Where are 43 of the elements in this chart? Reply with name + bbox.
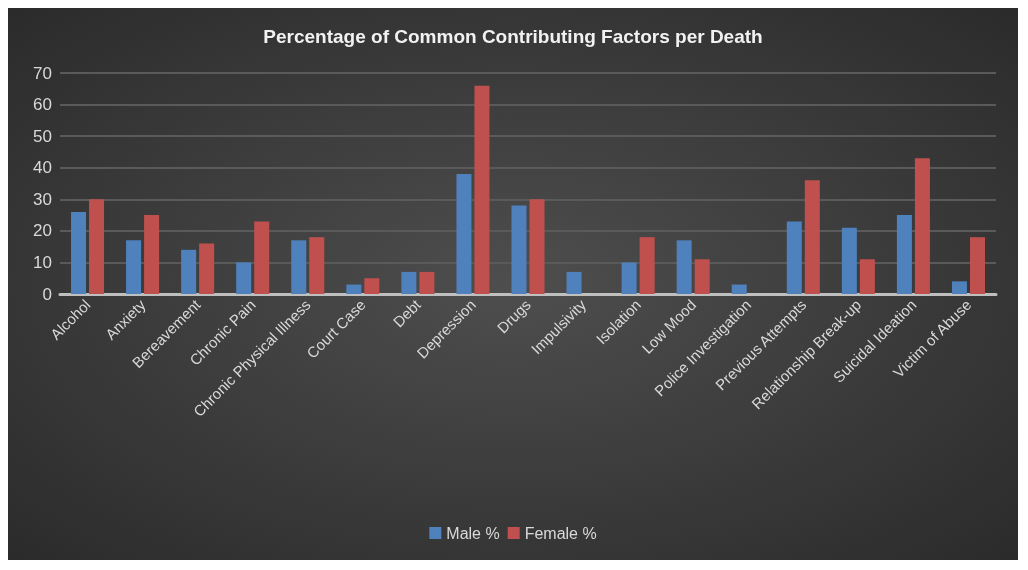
bar [694,259,710,294]
y-tick-label: 20 [33,221,52,241]
y-tick-label: 30 [33,189,52,209]
y-tick-label: 60 [33,95,52,115]
bar [511,205,527,294]
bar [639,237,655,294]
bar [529,199,545,294]
bar [89,199,105,294]
bar [71,211,87,294]
bar [474,85,490,294]
bar [621,262,637,294]
legend-label: Male % [446,524,500,542]
bar [804,180,820,294]
bar [419,271,435,294]
bar [126,240,142,294]
y-tick-label: 70 [33,63,52,83]
bar [401,271,417,294]
bar [291,240,307,294]
legend-label: Female % [524,524,597,542]
bar [731,284,747,294]
bar [566,271,582,294]
bar [859,259,875,294]
bar [841,227,857,294]
bar [456,174,472,294]
bar [676,240,692,294]
bar [144,215,160,294]
bar [786,221,802,294]
bar [346,284,362,294]
bar [181,249,197,294]
bar [199,243,215,294]
bar [254,221,270,294]
y-tick-label: 50 [33,126,52,146]
y-tick-label: 40 [33,158,52,178]
bar [309,237,325,294]
y-tick-label: 0 [42,284,52,304]
bar [236,262,252,294]
bar [969,237,985,294]
bar [364,278,380,294]
bar [951,281,967,294]
bar [896,215,912,294]
y-tick-label: 10 [33,252,52,272]
chart-title: Percentage of Common Contributing Factors per Death [263,26,763,47]
bar [914,158,930,294]
